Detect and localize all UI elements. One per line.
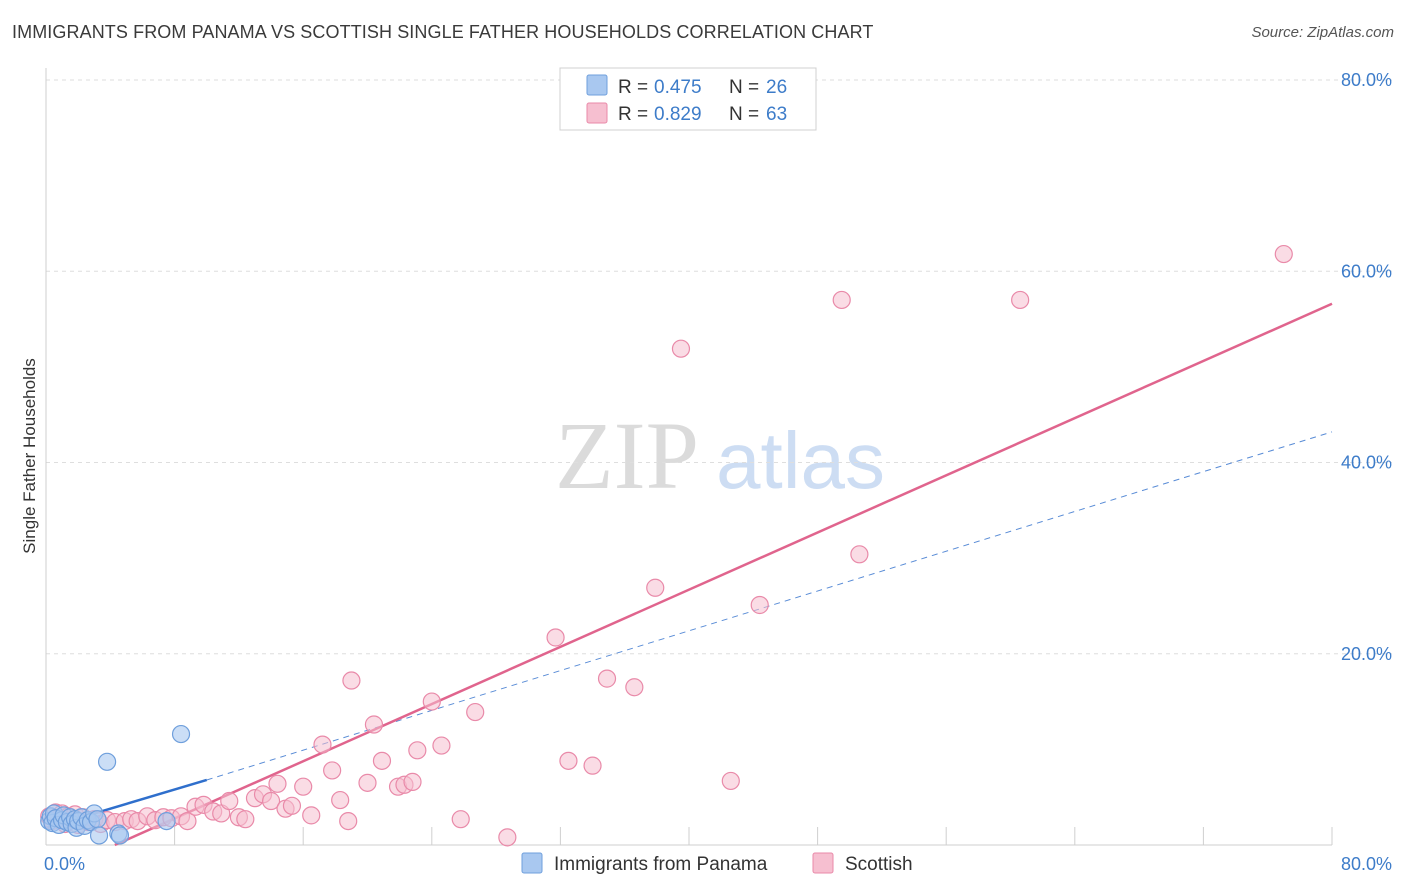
y-tick-label-80: 80.0% [1341, 70, 1392, 90]
scottish-point-29 [220, 791, 239, 811]
source-credit: Source: ZipAtlas.com [1251, 24, 1394, 41]
legend-n-value-scottish: 63 [766, 104, 787, 125]
legend-n-label-scottish: N = [729, 104, 759, 125]
scottish-point-66 [832, 290, 851, 310]
scottish-point-67 [850, 545, 869, 564]
series-legend: Immigrants from Panama Scottish [521, 852, 913, 875]
scottish-point-62 [646, 578, 665, 597]
scottish-point-54 [451, 810, 470, 829]
bottom-legend-label-panama: Immigrants from Panama [554, 854, 768, 875]
panama-points [40, 724, 191, 845]
scottish-point-38 [294, 777, 313, 796]
y-axis-label: Single Father Households [20, 358, 39, 554]
panama-point-25 [171, 724, 191, 744]
x-tick-label-0: 0.0% [44, 854, 85, 874]
scottish-point-43 [339, 811, 358, 831]
panama-trend-extension [206, 431, 1333, 781]
scottish-point-24 [178, 811, 197, 831]
scottish-point-59 [583, 756, 602, 775]
legend-r-value-scottish: 0.829 [654, 104, 702, 125]
legend-n-value-panama: 26 [766, 77, 787, 98]
watermark-atlas: atlas [716, 416, 885, 505]
x-tick-labels: 0.0% 80.0% [44, 854, 1392, 874]
scottish-point-42 [331, 790, 350, 810]
bottom-legend-swatch-panama [521, 852, 543, 874]
scottish-point-37 [282, 796, 302, 815]
legend-swatch-panama [586, 74, 608, 96]
panama-point-24 [157, 811, 176, 831]
scottish-point-35 [268, 774, 287, 793]
correlation-legend: R = 0.475 N = 26 R = 0.829 N = 63 [559, 67, 817, 131]
trend-lines [45, 302, 1333, 847]
watermark: ZIP atlas [555, 402, 885, 509]
bottom-legend-swatch-scottish [812, 852, 834, 874]
scottish-point-57 [546, 628, 565, 647]
y-tick-labels: 20.0% 40.0% 60.0% 80.0% [1341, 70, 1392, 664]
y-tick-label-40: 40.0% [1341, 453, 1392, 473]
gridlines [46, 79, 1392, 655]
scottish-point-34 [261, 791, 281, 811]
scottish-point-51 [408, 741, 427, 760]
scottish-point-41 [323, 761, 342, 780]
scottish-point-56 [498, 828, 517, 847]
panama-point-23 [110, 826, 130, 845]
panama-point-19 [88, 810, 107, 829]
scottish-points [40, 244, 1293, 847]
x-minor-ticks [174, 827, 1333, 845]
scottish-point-47 [372, 751, 392, 770]
legend-r-label-scottish: R = [618, 104, 648, 125]
scottish-point-63 [671, 339, 691, 358]
scottish-point-45 [358, 773, 377, 792]
scottish-point-55 [466, 702, 485, 722]
scottish-point-46 [364, 715, 384, 734]
scottish-trend-line [114, 302, 1333, 847]
scottish-point-40 [313, 735, 332, 754]
y-tick-label-20: 20.0% [1341, 644, 1392, 664]
panama-point-20 [89, 826, 109, 845]
panama-point-21 [97, 752, 117, 771]
scottish-point-64 [721, 771, 740, 791]
legend-swatch-scottish [586, 102, 608, 124]
scottish-point-52 [422, 692, 441, 711]
bottom-legend-label-scottish: Scottish [845, 854, 913, 875]
legend-n-label-panama: N = [729, 77, 759, 98]
legend-r-label-panama: R = [618, 77, 648, 98]
scottish-point-68 [1011, 290, 1030, 310]
scottish-point-50 [403, 772, 422, 791]
scottish-point-58 [559, 751, 578, 770]
scottish-point-60 [597, 669, 617, 688]
scottish-point-44 [342, 671, 361, 690]
scottish-point-61 [625, 678, 644, 697]
scottish-point-53 [432, 736, 451, 755]
scottish-point-31 [236, 810, 255, 829]
y-tick-label-60: 60.0% [1341, 261, 1392, 281]
scottish-point-39 [302, 806, 321, 825]
scottish-point-69 [1274, 244, 1293, 264]
chart-title: IMMIGRANTS FROM PANAMA VS SCOTTISH SINGL… [12, 22, 874, 42]
x-tick-label-80: 80.0% [1341, 854, 1392, 874]
legend-r-value-panama: 0.475 [654, 77, 702, 98]
watermark-zip: ZIP [555, 402, 699, 509]
scottish-point-65 [750, 595, 769, 615]
